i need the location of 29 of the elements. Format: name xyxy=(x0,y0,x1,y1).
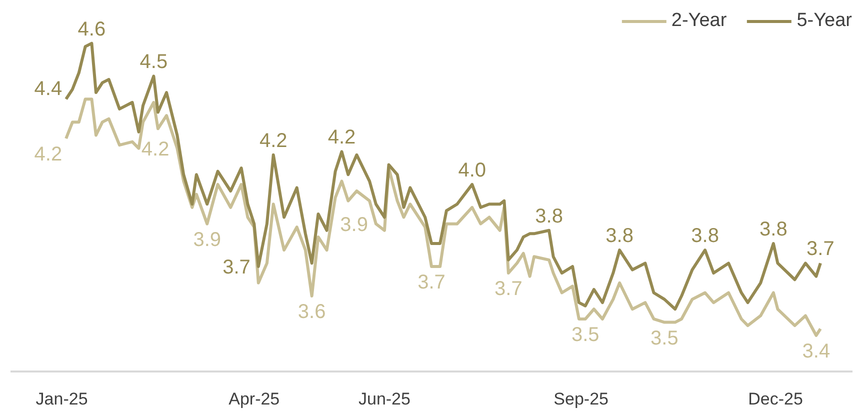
legend-label: 2-Year xyxy=(671,10,727,32)
annotation: 3.5 xyxy=(650,327,678,350)
annotation: 3.7 xyxy=(806,238,834,260)
x-tick-label: Jun-25 xyxy=(358,390,410,408)
annotation: 3.8 xyxy=(760,218,788,241)
annotation: 4.4 xyxy=(34,78,62,100)
annotation: 4.2 xyxy=(328,126,356,149)
annotation: 4.2 xyxy=(141,138,170,160)
annotation: 3.4 xyxy=(802,340,830,362)
annotation: 4.2 xyxy=(34,143,62,166)
annotation: 3.7 xyxy=(418,271,446,294)
annotation: 3.7 xyxy=(222,256,250,278)
annotation: 4.6 xyxy=(78,18,106,40)
annotation: 3.9 xyxy=(193,228,222,251)
annotation: 4.0 xyxy=(458,159,486,182)
x-tick-label: Jan-25 xyxy=(36,390,88,408)
annotation: 3.7 xyxy=(494,278,522,300)
x-tick-label: Apr-25 xyxy=(228,390,280,408)
legend-label: 5-Year xyxy=(796,10,852,32)
annotation: 3.5 xyxy=(571,324,600,346)
annotation: 3.8 xyxy=(535,205,563,228)
annotation: 4.2 xyxy=(259,130,288,152)
annotation: 3.8 xyxy=(606,225,634,248)
annotation: 3.9 xyxy=(340,214,368,236)
x-tick-label: Sep-25 xyxy=(554,390,609,408)
annotation: 3.8 xyxy=(691,225,719,248)
annotation: 4.5 xyxy=(140,51,168,74)
annotation: 3.6 xyxy=(298,301,326,324)
x-tick-label: Dec-25 xyxy=(748,390,803,408)
